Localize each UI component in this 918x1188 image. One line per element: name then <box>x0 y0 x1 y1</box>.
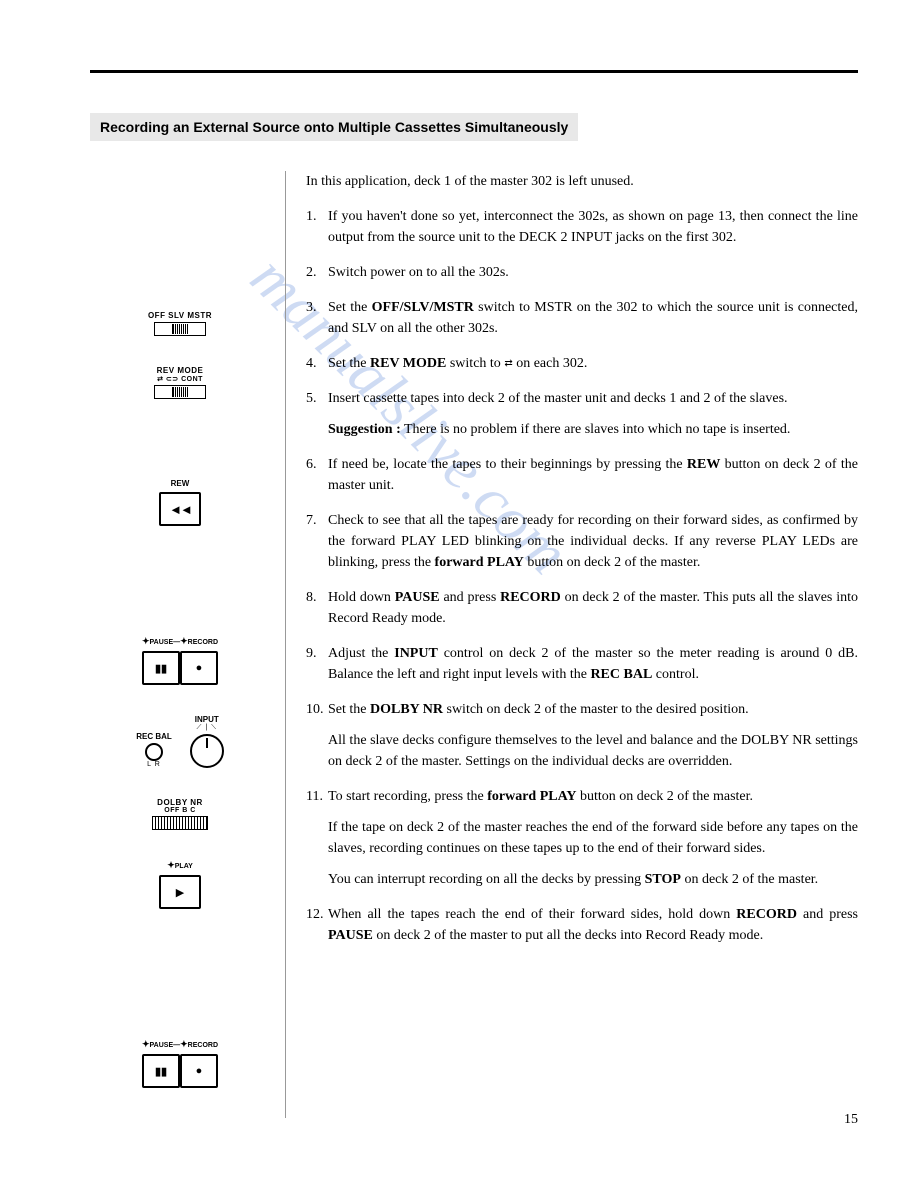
pause-record-diagram-2: ✦PAUSE—✦RECORD ▮▮ ● <box>90 1039 270 1088</box>
sub-paragraph: Suggestion : There is no problem if ther… <box>328 419 858 440</box>
pause-button-icon: ▮▮ <box>142 1054 180 1088</box>
step-item: 8.Hold down PAUSE and press RECORD on de… <box>306 587 858 629</box>
recbal-input-diagram: REC BAL L R INPUT ⟋ | ⟍ <box>90 715 270 768</box>
intro-text: In this application, deck 1 of the maste… <box>306 171 858 192</box>
step-item: 5.Insert cassette tapes into deck 2 of t… <box>306 388 858 440</box>
pause-record-diagram: ✦PAUSE—✦RECORD ▮▮ ● <box>90 636 270 685</box>
rec-bal-knob: REC BAL L R <box>136 732 172 768</box>
pause-record-label: ✦PAUSE—✦RECORD <box>90 636 270 647</box>
pause-record-label: ✦PAUSE—✦RECORD <box>90 1039 270 1050</box>
rev-mode-diagram: REV MODE ⇄ ⊂⊃ CONT <box>90 366 270 399</box>
switch-sublabel: ⇄ ⊂⊃ CONT <box>90 375 270 383</box>
switch-label: OFF SLV MSTR <box>90 311 270 320</box>
record-button-icon: ● <box>180 1054 218 1088</box>
top-rule <box>90 70 858 73</box>
play-button-icon: ▶ <box>159 875 201 909</box>
rew-button-icon: ◄◄ <box>159 492 201 526</box>
text-column: In this application, deck 1 of the maste… <box>286 171 858 1118</box>
switch-label: REV MODE <box>90 366 270 375</box>
off-slv-mstr-diagram: OFF SLV MSTR <box>90 311 270 336</box>
step-item: 1.If you haven't done so yet, interconne… <box>306 206 858 248</box>
switch-icon <box>154 385 206 399</box>
button-label: REW <box>90 479 270 488</box>
page-number: 15 <box>844 1112 858 1128</box>
sub-paragraph: If the tape on deck 2 of the master reac… <box>328 817 858 859</box>
step-item: 7.Check to see that all the tapes are re… <box>306 510 858 573</box>
knob-icon <box>190 734 224 768</box>
step-item: 9.Adjust the INPUT control on deck 2 of … <box>306 643 858 685</box>
dolby-diagram: DOLBY NR OFF B C <box>90 798 270 830</box>
sub-paragraph: You can interrupt recording on all the d… <box>328 869 858 890</box>
switch-icon <box>154 322 206 336</box>
rew-diagram: REW ◄◄ <box>90 479 270 526</box>
pause-button-icon: ▮▮ <box>142 651 180 685</box>
step-item: 12.When all the tapes reach the end of t… <box>306 904 858 946</box>
step-item: 6.If need be, locate the tapes to their … <box>306 454 858 496</box>
diagram-column: OFF SLV MSTR REV MODE ⇄ ⊂⊃ CONT REW ◄◄ ✦… <box>90 171 285 1118</box>
sub-paragraph: All the slave decks configure themselves… <box>328 730 858 772</box>
step-item: 4.Set the REV MODE switch to ⇄ on each 3… <box>306 353 858 374</box>
section-title: Recording an External Source onto Multip… <box>90 113 578 141</box>
rev-symbol-icon: ⇄ <box>504 360 512 367</box>
play-diagram: ✦PLAY ▶ <box>90 860 270 909</box>
dolby-switch-icon <box>152 816 208 830</box>
step-item: 2.Switch power on to all the 302s. <box>306 262 858 283</box>
record-button-icon: ● <box>180 651 218 685</box>
step-item: 10.Set the DOLBY NR switch on deck 2 of … <box>306 699 858 772</box>
step-item: 11.To start recording, press the forward… <box>306 786 858 890</box>
steps-list: 1.If you haven't done so yet, interconne… <box>306 206 858 946</box>
step-item: 3.Set the OFF/SLV/MSTR switch to MSTR on… <box>306 297 858 339</box>
knob-icon <box>145 743 163 761</box>
content-area: OFF SLV MSTR REV MODE ⇄ ⊂⊃ CONT REW ◄◄ ✦… <box>90 171 858 1118</box>
input-knob: INPUT ⟋ | ⟍ <box>190 715 224 768</box>
